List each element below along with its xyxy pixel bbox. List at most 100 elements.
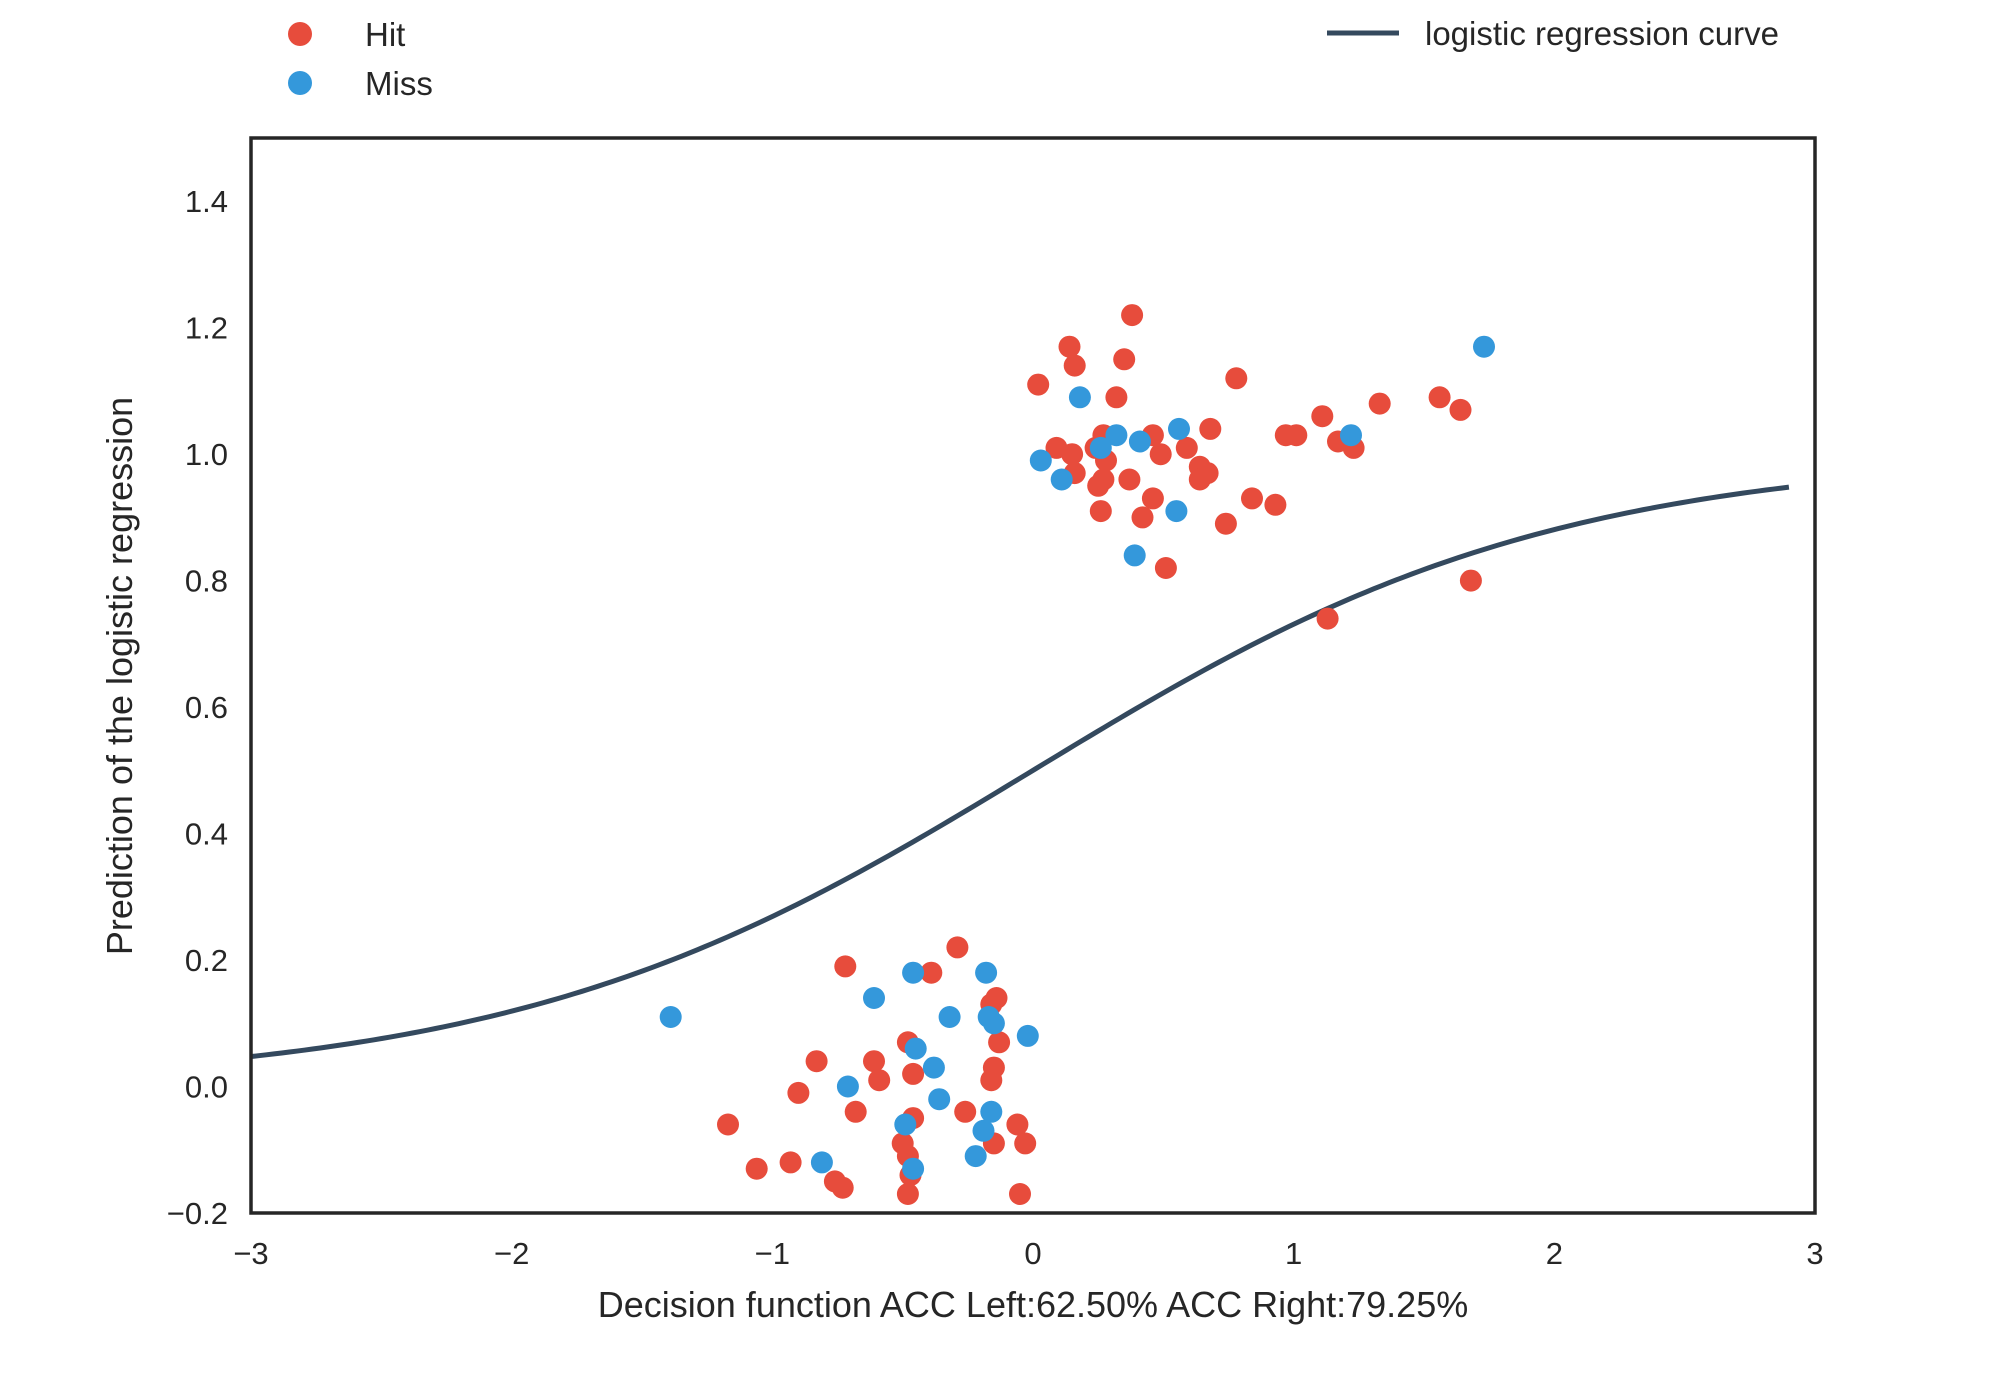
x-tick-label: 3 (1806, 1236, 1823, 1271)
hit-point (1199, 417, 1222, 440)
y-tick-label: 0.2 (185, 943, 228, 978)
y-tick-label: 0.4 (185, 817, 228, 852)
hit-point (1141, 487, 1164, 510)
miss-point (1016, 1024, 1039, 1047)
miss-point (964, 1145, 987, 1168)
miss-point (1340, 424, 1362, 447)
x-tick-label: −1 (755, 1236, 790, 1271)
y-axis-label: Prediction of the logistic regression (99, 397, 140, 955)
miss-point (1168, 417, 1190, 440)
miss-point (902, 961, 925, 984)
hit-point (1061, 443, 1084, 466)
miss-point (972, 1119, 995, 1142)
hit-point (1092, 468, 1115, 491)
hit-point (834, 955, 857, 978)
hit-point (1014, 1132, 1037, 1155)
hit-point (805, 1050, 828, 1073)
hit-point (745, 1157, 768, 1180)
miss-point (1473, 335, 1495, 358)
hit-point (1285, 424, 1308, 447)
legend-miss-marker (288, 71, 312, 95)
legend-miss-label: Miss (365, 65, 433, 102)
miss-point (938, 1006, 961, 1028)
miss-point (975, 961, 998, 984)
miss-point (1123, 544, 1146, 567)
y-tick-label: 0.6 (185, 690, 228, 725)
hit-point (717, 1113, 739, 1136)
x-tick-label: 2 (1546, 1236, 1563, 1271)
plot-frame (249, 136, 1817, 1215)
miss-point (1105, 424, 1128, 447)
hit-point (1113, 348, 1136, 371)
hit-point (1241, 487, 1263, 510)
tick-labels: −3 −2 −1 0 1 2 3 −0.2 0.0 0.2 0.4 0.6 0.8 1.0 1.2 1.4 (167, 184, 1824, 1271)
hit-point (863, 1050, 885, 1073)
hit-point (1428, 386, 1451, 409)
hit-point (1131, 506, 1154, 529)
hit-point (946, 936, 969, 959)
hit-point (831, 1176, 854, 1199)
miss-point (1050, 468, 1073, 491)
hit-point (896, 1183, 919, 1205)
y-tick-label: 1.4 (185, 184, 228, 219)
miss-point (902, 1157, 925, 1180)
hit-point (1316, 607, 1339, 630)
hit-point (1311, 405, 1334, 428)
hit-point (988, 1031, 1011, 1054)
hit-point (1214, 512, 1237, 535)
miss-point (863, 987, 885, 1009)
hit-point (920, 961, 943, 984)
hit-point (779, 1151, 802, 1174)
hit-point (1027, 373, 1050, 396)
hit-point (1006, 1113, 1029, 1136)
hit-point (1058, 335, 1081, 358)
miss-point (1029, 449, 1052, 472)
miss-point (894, 1113, 917, 1136)
hit-point (1063, 354, 1086, 377)
y-tick-label: 0.0 (185, 1070, 228, 1105)
x-axis-label: Decision function ACC Left:62.50% ACC Ri… (598, 1284, 1469, 1325)
y-tick-label: 1.0 (185, 437, 228, 472)
hit-point (1175, 436, 1198, 459)
hit-point (787, 1081, 810, 1104)
miss-point (904, 1037, 927, 1060)
miss-point (980, 1100, 1003, 1123)
hit-point (1188, 468, 1211, 491)
miss-point (922, 1056, 945, 1079)
hit-point (1264, 493, 1287, 516)
legend-curve-label: logistic regression curve (1425, 15, 1779, 52)
x-tick-label: 1 (1285, 1236, 1302, 1271)
hit-point (1154, 557, 1177, 579)
x-tick-label: 0 (1024, 1236, 1041, 1271)
miss-point (1165, 500, 1188, 523)
hit-point (1118, 468, 1141, 491)
hit-point (1449, 398, 1472, 421)
hit-point (1149, 443, 1172, 466)
hit-point (1009, 1183, 1031, 1205)
miss-point (1128, 430, 1151, 453)
x-tick-label: −3 (233, 1236, 268, 1271)
hit-point (1459, 569, 1482, 592)
hit-point (1105, 386, 1128, 409)
hit-point (1225, 367, 1248, 390)
y-tick-label: 1.2 (185, 311, 228, 346)
legend: Hit Miss logistic regression curve (288, 15, 1779, 102)
miss-point (1089, 436, 1112, 459)
miss-point (836, 1075, 859, 1098)
y-tick-label: 0.8 (185, 564, 228, 599)
hit-point (980, 1069, 1003, 1092)
miss-point (928, 1088, 951, 1111)
legend-hit-marker (288, 22, 312, 46)
hit-point (954, 1100, 977, 1123)
hit-point (868, 1069, 891, 1092)
miss-point (1068, 386, 1091, 409)
hit-point (902, 1062, 925, 1085)
legend-hit-label: Hit (365, 16, 405, 53)
plot-layer (250, 304, 1790, 1205)
hit-point (1121, 304, 1144, 327)
hit-point (1089, 500, 1112, 523)
y-tick-label: −0.2 (167, 1196, 228, 1231)
axes-layer (249, 136, 1817, 1215)
miss-point (659, 1006, 682, 1028)
